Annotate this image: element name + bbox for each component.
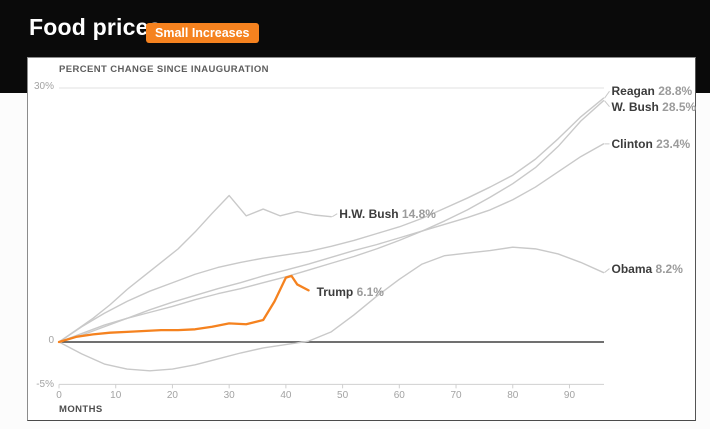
chart-card: PERCENT CHANGE SINCE INAUGURATION 30% 0 … — [27, 57, 696, 421]
series-line-reagan — [58, 97, 605, 343]
y-axis-label-bottom: -5% — [36, 379, 54, 390]
leader-line — [604, 268, 610, 273]
label-w-bush: W. Bush 28.5% — [611, 99, 697, 114]
label-trump: Trump 6.1% — [316, 285, 384, 300]
x-tick-label: 40 — [280, 390, 292, 401]
chart-svg — [57, 87, 610, 389]
series-line-w-bush — [58, 99, 605, 343]
x-tick-label: 50 — [337, 390, 349, 401]
leader-line — [604, 100, 610, 108]
label-reagan: Reagan 28.8% — [611, 84, 693, 99]
y-axis-label-top: 30% — [33, 81, 54, 92]
x-tick-label: 70 — [450, 390, 462, 401]
label-h-w-bush: H.W. Bush 14.8% — [339, 206, 436, 221]
x-tick-label: 60 — [393, 390, 405, 401]
leader-line — [604, 90, 610, 99]
x-axis-title: MONTHS — [59, 404, 103, 415]
x-tick-label: 20 — [166, 390, 178, 401]
x-tick-label: 90 — [563, 390, 576, 401]
y-axis-label-zero: 0 — [48, 335, 54, 346]
x-tick-label: 10 — [110, 390, 122, 401]
label-obama: Obama 8.2% — [611, 261, 683, 276]
x-tick-label: 0 — [56, 390, 62, 401]
series-line-clinton — [58, 143, 605, 343]
series-line-h-w-bush — [58, 194, 332, 343]
page-title: Food prices — [29, 14, 162, 40]
chart-title: PERCENT CHANGE SINCE INAUGURATION — [59, 64, 269, 75]
series-line-trump — [57, 274, 310, 344]
status-badge: Small Increases — [146, 23, 259, 43]
series-line-obama — [58, 246, 605, 372]
x-tick-label: 80 — [507, 390, 519, 401]
x-tick-label: 30 — [223, 390, 235, 401]
leader-line — [331, 213, 338, 218]
label-clinton: Clinton 23.4% — [611, 136, 691, 151]
